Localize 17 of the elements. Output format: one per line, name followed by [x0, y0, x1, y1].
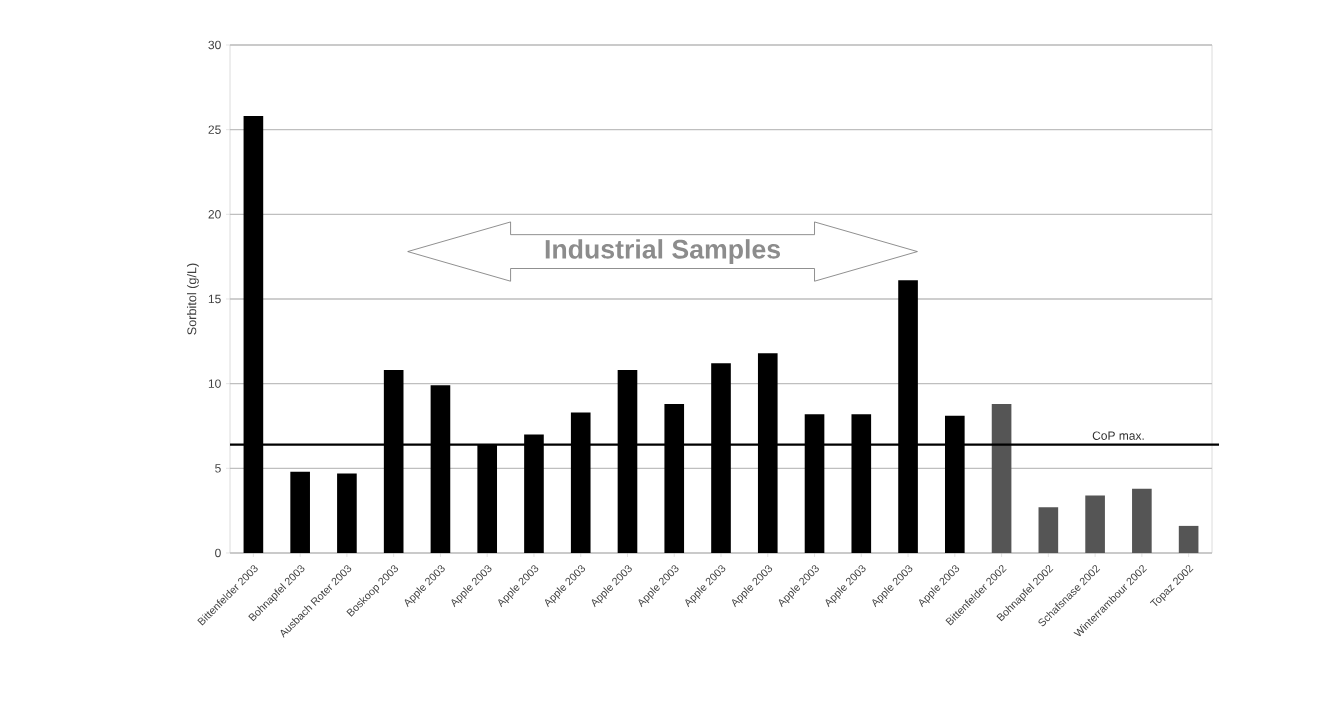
bar — [1178, 525, 1199, 553]
y-tick-label: 25 — [208, 125, 221, 134]
bar — [1085, 495, 1105, 553]
y-tick-label: 10 — [208, 379, 221, 388]
y-axis-title: Sorbitol (g/L) — [186, 263, 199, 335]
bar — [290, 471, 310, 553]
bar — [991, 403, 1012, 553]
annotation: Industrial Samples — [545, 239, 780, 265]
bar — [1038, 507, 1059, 553]
y-tick-label: 20 — [208, 210, 221, 219]
y-tick-label: 15 — [208, 294, 221, 304]
bar — [1132, 488, 1152, 553]
ref-line-label: CoP max. — [1092, 431, 1144, 440]
y-tick-label: 30 — [208, 40, 221, 50]
bar — [337, 473, 357, 553]
y-tick-label: 5 — [215, 464, 221, 473]
y-tick-label: 0 — [215, 548, 221, 558]
